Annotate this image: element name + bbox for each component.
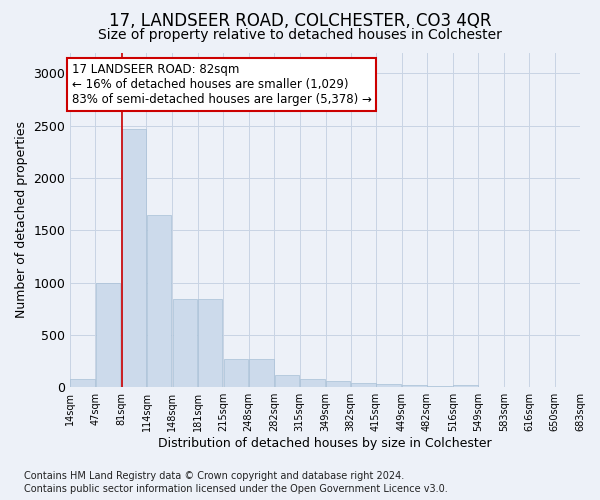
Bar xyxy=(275,374,299,387)
Text: 17, LANDSEER ROAD, COLCHESTER, CO3 4QR: 17, LANDSEER ROAD, COLCHESTER, CO3 4QR xyxy=(109,12,491,30)
Bar xyxy=(224,360,248,387)
Bar xyxy=(478,386,503,387)
Text: 17 LANDSEER ROAD: 82sqm
← 16% of detached houses are smaller (1,029)
83% of semi: 17 LANDSEER ROAD: 82sqm ← 16% of detache… xyxy=(72,63,371,106)
Bar xyxy=(351,382,376,387)
Bar xyxy=(95,282,121,387)
X-axis label: Distribution of detached houses by size in Colchester: Distribution of detached houses by size … xyxy=(158,437,492,450)
Bar xyxy=(529,386,554,387)
Bar xyxy=(122,129,146,387)
Bar xyxy=(70,380,95,387)
Bar xyxy=(173,300,197,387)
Bar xyxy=(427,386,452,387)
Bar xyxy=(146,214,172,387)
Text: Size of property relative to detached houses in Colchester: Size of property relative to detached ho… xyxy=(98,28,502,42)
Bar xyxy=(555,386,580,387)
Y-axis label: Number of detached properties: Number of detached properties xyxy=(15,122,28,318)
Bar xyxy=(300,380,325,387)
Text: Contains HM Land Registry data © Crown copyright and database right 2024.: Contains HM Land Registry data © Crown c… xyxy=(24,471,404,481)
Text: Contains public sector information licensed under the Open Government Licence v3: Contains public sector information licen… xyxy=(24,484,448,494)
Bar xyxy=(402,385,427,387)
Bar xyxy=(453,384,478,387)
Bar xyxy=(504,386,529,387)
Bar xyxy=(376,384,401,387)
Bar xyxy=(326,382,350,387)
Bar xyxy=(249,360,274,387)
Bar xyxy=(198,300,223,387)
